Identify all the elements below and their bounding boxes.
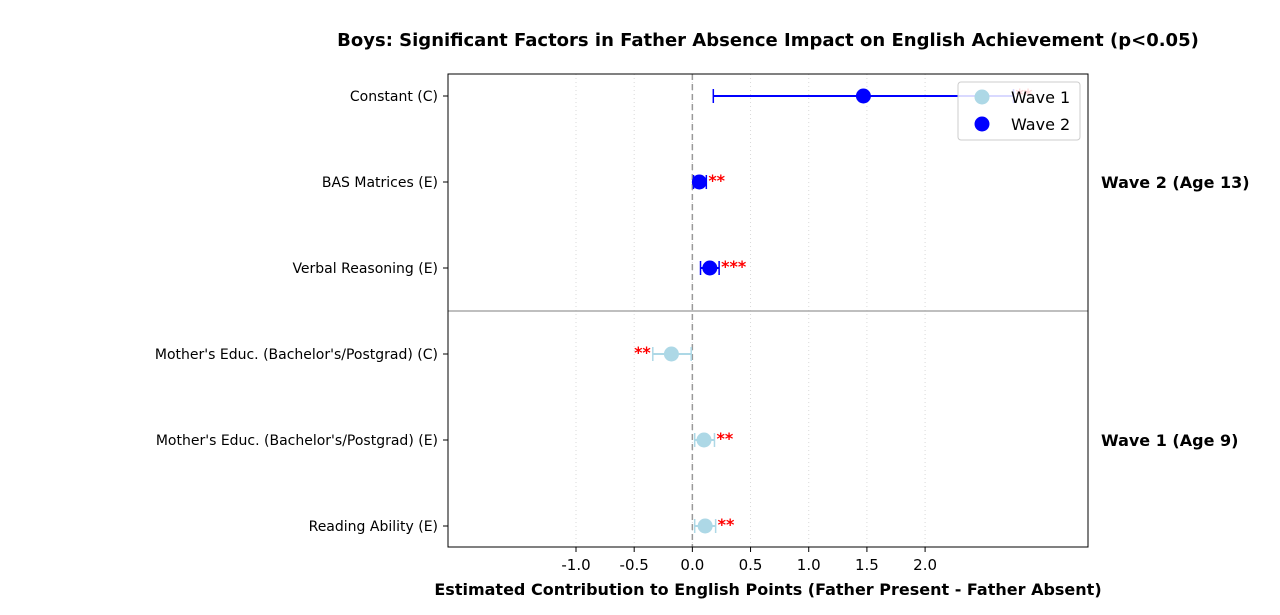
x-tick-label: 1.0 — [797, 556, 821, 574]
y-tick-label: Mother's Educ. (Bachelor's/Postgrad) (E) — [156, 433, 438, 449]
legend-label: Wave 1 — [1011, 88, 1070, 107]
y-tick-label: BAS Matrices (E) — [322, 175, 438, 191]
x-axis: -1.0 -0.5 0.0 0.5 1.0 1.5 2.0 — [561, 547, 937, 574]
y-tick-label: Reading Ability (E) — [309, 519, 438, 535]
data-point-wave-2-bas-matrices-e: ** — [691, 171, 726, 190]
marker — [691, 174, 707, 190]
group-labels: Wave 2 (Age 13) Wave 1 (Age 9) — [1101, 173, 1250, 450]
legend-entry-wave-1: Wave 1 — [974, 88, 1070, 107]
legend: Wave 1 Wave 2 — [957, 81, 1081, 141]
chart-title: Boys: Significant Factors in Father Abse… — [337, 30, 1199, 51]
plot-frame — [447, 73, 1089, 548]
group-label-2: Wave 1 (Age 9) — [1101, 431, 1238, 450]
x-tick-label: 1.5 — [855, 556, 879, 574]
x-axis-label: Estimated Contribution to English Points… — [434, 580, 1101, 599]
y-axis: Constant (C) BAS Matrices (E) Verbal Reaso… — [155, 89, 448, 535]
marks-layer: ************* — [634, 85, 1033, 534]
x-tick-label: 0.5 — [739, 556, 763, 574]
data-point-wave-1-reading-ability-e: ** — [693, 515, 735, 534]
marker — [697, 518, 713, 534]
marker — [702, 260, 718, 276]
group-label-1: Wave 2 (Age 13) — [1101, 173, 1250, 192]
marker — [663, 346, 679, 362]
legend-marker — [974, 89, 990, 105]
data-point-wave-1-mother-s-educ-bachelor-s-postgrad-c: ** — [634, 343, 692, 362]
significance-label: ** — [716, 429, 733, 448]
legend-entry-wave-2: Wave 2 — [974, 115, 1070, 134]
y-tick-label: Mother's Educ. (Bachelor's/Postgrad) (C) — [155, 347, 438, 363]
x-tick-label: 0.0 — [680, 556, 704, 574]
significance-label: ** — [634, 343, 651, 362]
y-tick-label: Constant (C) — [350, 89, 438, 105]
data-point-wave-2-verbal-reasoning-e: *** — [699, 257, 747, 276]
x-tick-label: 2.0 — [913, 556, 937, 574]
x-tick-label: -1.0 — [561, 556, 590, 574]
y-tick-label: Verbal Reasoning (E) — [292, 261, 438, 277]
marker — [696, 432, 712, 448]
significance-label: *** — [721, 257, 747, 276]
legend-label: Wave 2 — [1011, 115, 1070, 134]
significance-label: ** — [718, 515, 735, 534]
x-tick-label: -0.5 — [620, 556, 649, 574]
data-point-wave-1-mother-s-educ-bachelor-s-postgrad-e: ** — [693, 429, 734, 448]
significance-label: ** — [708, 171, 725, 190]
legend-marker — [974, 116, 990, 132]
marker — [855, 88, 871, 104]
